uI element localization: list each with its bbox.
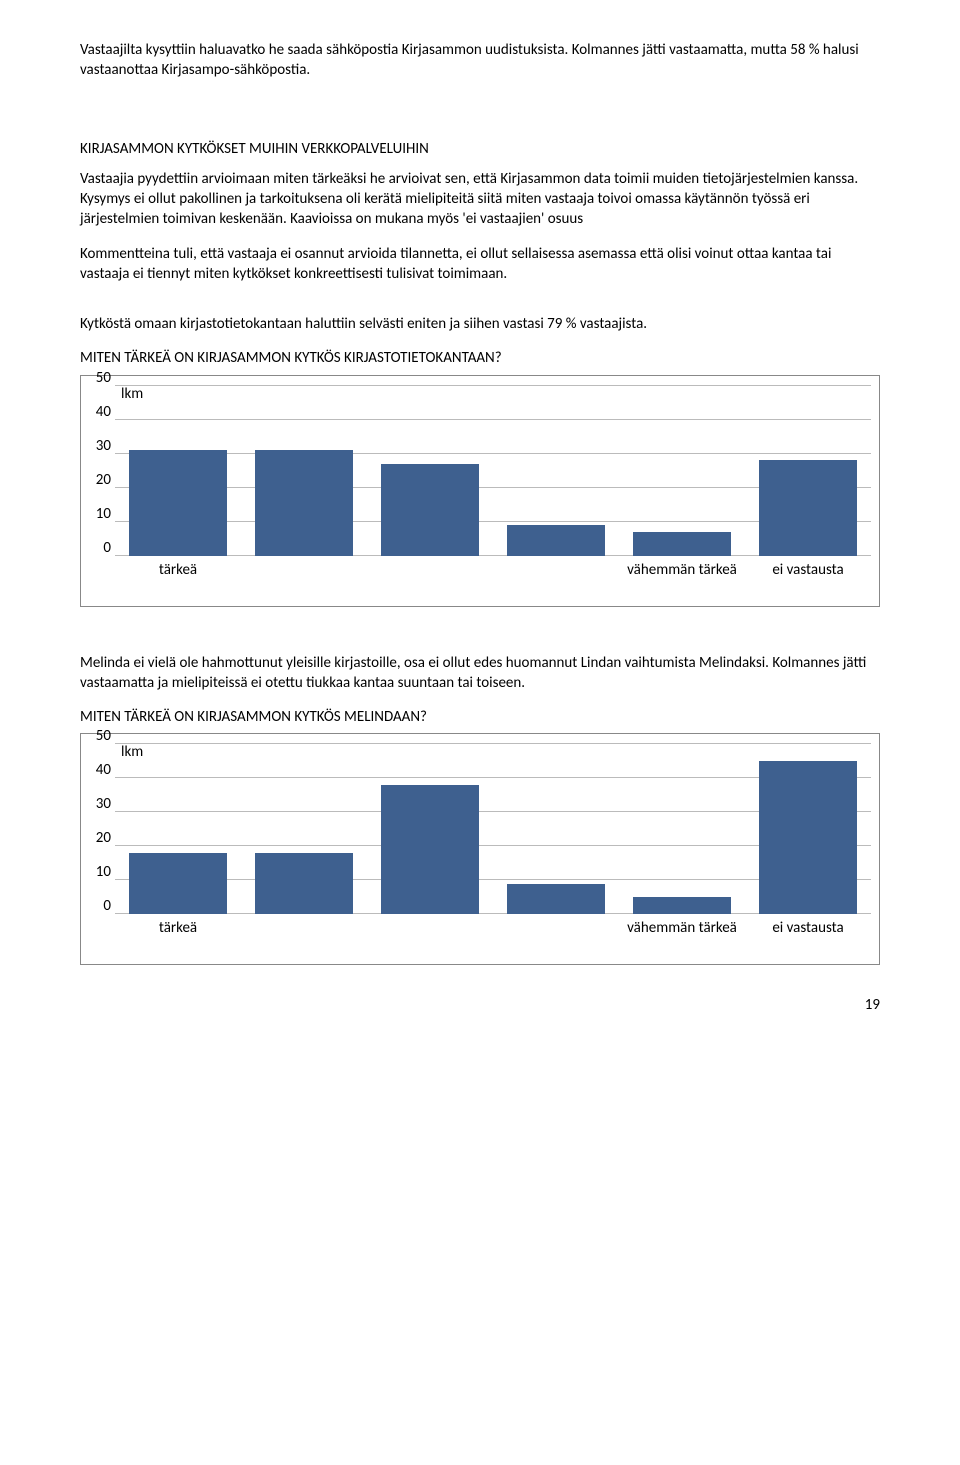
- chart2-bars: [115, 744, 871, 914]
- chart1-x-label: tärkeä: [115, 562, 241, 600]
- chart2-y-axis: 01020304050: [89, 744, 115, 914]
- chart1-bar-slot: [241, 386, 367, 556]
- chart2-x-label: [367, 920, 493, 958]
- chart1-x-label: vähemmän tärkeä: [619, 562, 745, 600]
- page-number: 19: [80, 995, 880, 1015]
- chart2-x-label: vähemmän tärkeä: [619, 920, 745, 958]
- chart1-x-label: [367, 562, 493, 600]
- intro-paragraph: Vastaajilta kysyttiin haluavatko he saad…: [80, 40, 880, 81]
- chart2-bar: [633, 897, 731, 914]
- chart2-bar: [255, 853, 353, 914]
- body-paragraph: Kytköstä omaan kirjastotietokantaan halu…: [80, 314, 880, 334]
- chart2-title: MITEN TÄRKEÄ ON KIRJASAMMON KYTKÖS MELIN…: [80, 707, 880, 727]
- chart2-x-label: ei vastausta: [745, 920, 871, 958]
- chart2-plot: lkm: [115, 744, 871, 914]
- chart1-bar: [633, 532, 731, 556]
- chart2-bar-slot: [367, 744, 493, 914]
- chart1-bar: [255, 450, 353, 555]
- chart2-bar: [381, 785, 479, 914]
- chart2-bar: [507, 884, 605, 915]
- chart1-x-labels: tärkeä vähemmän tärkeäei vastausta: [115, 562, 871, 600]
- chart1-x-label: [493, 562, 619, 600]
- chart1-bar-slot: [115, 386, 241, 556]
- chart1-bar-slot: [493, 386, 619, 556]
- chart1-bar-slot: [619, 386, 745, 556]
- chart2-x-labels: tärkeä vähemmän tärkeäei vastausta: [115, 920, 871, 958]
- chart1-bar-slot: [745, 386, 871, 556]
- chart2-x-label: [241, 920, 367, 958]
- chart2-x-label: [493, 920, 619, 958]
- chart2-bar: [759, 761, 857, 914]
- chart1-bar-slot: [367, 386, 493, 556]
- chart1-bar: [507, 525, 605, 556]
- chart1-title: MITEN TÄRKEÄ ON KIRJASAMMON KYTKÖS KIRJA…: [80, 348, 880, 368]
- chart1-bar: [759, 460, 857, 555]
- chart1-plot: lkm: [115, 386, 871, 556]
- chart2-x-label: tärkeä: [115, 920, 241, 958]
- chart1-bar: [381, 464, 479, 556]
- chart2-bar-slot: [115, 744, 241, 914]
- chart1-x-label: [241, 562, 367, 600]
- body-paragraph: Melinda ei vielä ole hahmottunut yleisil…: [80, 653, 880, 694]
- chart1-y-axis: 01020304050: [89, 386, 115, 556]
- section-heading: KIRJASAMMON KYTKÖKSET MUIHIN VERKKOPALVE…: [80, 139, 880, 159]
- chart1-x-label: ei vastausta: [745, 562, 871, 600]
- chart2-bar-slot: [241, 744, 367, 914]
- chart2-container: 01020304050 lkm tärkeä vähemmän tärkeäei …: [80, 733, 880, 965]
- chart1-bars: [115, 386, 871, 556]
- chart1-container: 01020304050 lkm tärkeä vähemmän tärkeäei …: [80, 375, 880, 607]
- chart2-bar-slot: [493, 744, 619, 914]
- chart2-bar-slot: [619, 744, 745, 914]
- chart2-bar-slot: [745, 744, 871, 914]
- body-paragraph: Vastaajia pyydettiin arvioimaan miten tä…: [80, 169, 880, 230]
- chart2-bar: [129, 853, 227, 914]
- chart1-bar: [129, 450, 227, 555]
- body-paragraph: Kommentteina tuli, että vastaaja ei osan…: [80, 244, 880, 285]
